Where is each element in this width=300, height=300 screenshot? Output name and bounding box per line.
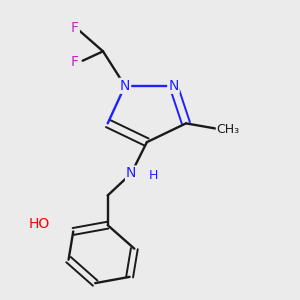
Text: F: F (71, 55, 79, 69)
Text: F: F (71, 21, 79, 35)
Text: N: N (126, 167, 136, 181)
Text: N: N (120, 79, 130, 93)
Text: CH₃: CH₃ (217, 123, 240, 136)
Text: H: H (148, 169, 158, 182)
Text: N: N (168, 79, 179, 93)
Text: HO: HO (28, 217, 50, 231)
